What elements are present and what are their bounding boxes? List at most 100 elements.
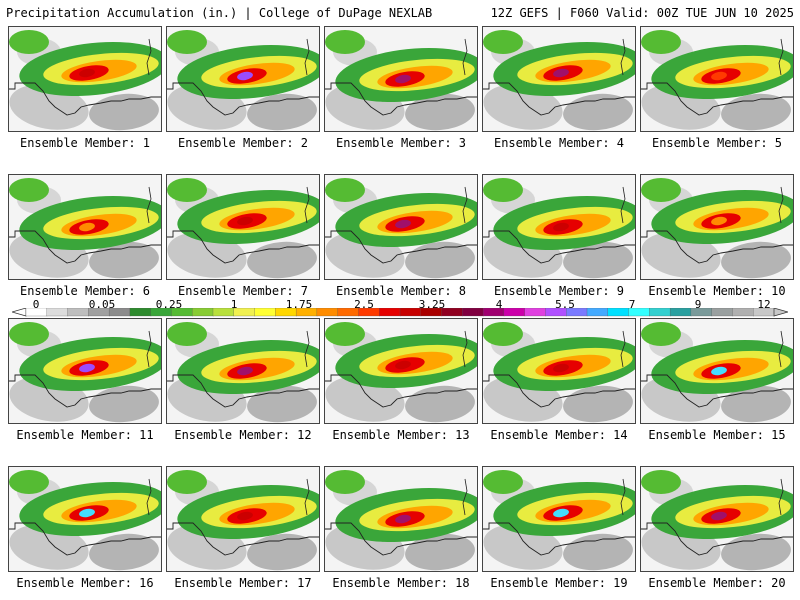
colorbar-segment [25,308,48,317]
ensemble-member-label: Ensemble Member: 11 [16,428,154,442]
precip-max-core [237,511,253,521]
colorbar-segment [690,308,713,317]
precip-map [166,174,320,280]
precip-max-core [79,508,95,518]
light-precip-area [405,241,475,279]
state-border [146,186,152,224]
coastline [641,374,793,408]
precip-max-core [79,222,95,232]
colorbar-segment [399,308,422,317]
precip-band-green [641,470,681,494]
light-precip-area [247,241,317,279]
precip-map [640,318,794,424]
precip-band-green [167,322,207,346]
state-border [620,478,626,516]
ensemble-member-label: Ensemble Member: 18 [332,576,470,590]
light-precip-area [247,93,317,131]
colorbar-tick-label: 1 [230,298,238,311]
ensemble-member-label: Ensemble Member: 8 [335,284,467,298]
colorbar-segment [108,308,131,317]
colorbar-segment [711,308,734,317]
coastline [9,374,161,408]
colorbar-right-arrow [773,308,788,317]
precip-map-canvas [167,467,319,571]
state-border [462,186,468,224]
precip-map-canvas [167,27,319,131]
precip-map-canvas [325,175,477,279]
colorbar-segment [732,308,754,317]
state-border [778,38,784,76]
colorbar-tick-label: 0.25 [155,298,183,311]
colorbar-segment [358,308,380,317]
light-precip-area [89,241,159,279]
precip-map-canvas [9,175,161,279]
colorbar-segment [503,308,526,317]
light-precip-area [721,93,791,131]
coastline [483,522,635,556]
coastline [167,230,319,264]
coastline [483,82,635,116]
state-border [146,330,152,368]
colorbar-tick-label: 4 [495,298,503,311]
state-border [620,330,626,368]
precip-map-canvas [167,319,319,423]
precip-map-canvas [483,467,635,571]
ensemble-member-label: Ensemble Member: 10 [648,284,786,298]
colorbar-segment [586,308,609,317]
precip-map [482,318,636,424]
precip-map-canvas [325,319,477,423]
light-precip-area [721,385,791,423]
colorbar-segment [337,308,360,317]
colorbar-scale [12,308,788,317]
state-border [304,478,310,516]
precip-max-core [237,216,253,226]
precip-band-green [483,178,523,202]
coastline [325,522,477,556]
ensemble-member-label: Ensemble Member: 19 [490,576,628,590]
light-precip-area [89,93,159,131]
colorbar-segment [607,308,630,317]
colorbar-segment [295,308,318,317]
colorbar-tick-label: 7 [628,298,636,311]
run-info: 12Z GEFS | F060 Valid: 00Z TUE JUN 10 20… [490,6,794,20]
precip-max-core [553,222,569,232]
state-border [462,330,468,368]
colorbar-segment [150,308,173,317]
precip-map [8,318,162,424]
precip-band-green [641,30,681,54]
header: Precipitation Accumulation (in.) | Colle… [0,0,800,24]
precip-band-green [9,30,49,54]
ensemble-member-label: Ensemble Member: 15 [648,428,786,442]
state-border [778,478,784,516]
colorbar-segment [254,308,276,317]
coastline [641,82,793,116]
precip-max-core [237,71,253,81]
state-border [146,478,152,516]
precip-colorbar: 0 0.05 0.25 1 1.75 2.5 3.25 4 5.5 7 9 12 [12,298,788,318]
light-precip-area [563,533,633,571]
precip-band-green [167,30,207,54]
precip-map-canvas [325,467,477,571]
precip-band-green [9,178,49,202]
precip-max-core [553,68,569,78]
precip-max-core [395,219,411,229]
precip-map [8,174,162,280]
precip-map [324,466,478,572]
precip-map-canvas [483,175,635,279]
coastline [325,82,477,116]
ensemble-member-label: Ensemble Member: 4 [493,136,625,150]
precip-map-canvas [167,175,319,279]
state-border [620,186,626,224]
state-border [778,186,784,224]
colorbar-segment [275,308,297,317]
ensemble-member-label: Ensemble Member: 14 [490,428,628,442]
colorbar-segment [171,308,193,317]
ensemble-member-label: Ensemble Member: 1 [19,136,151,150]
precip-max-core [711,366,727,376]
precip-map-canvas [641,175,793,279]
light-precip-area [405,533,475,571]
precip-map [324,26,478,132]
state-border [620,38,626,76]
precip-map [166,466,320,572]
coastline [641,522,793,556]
